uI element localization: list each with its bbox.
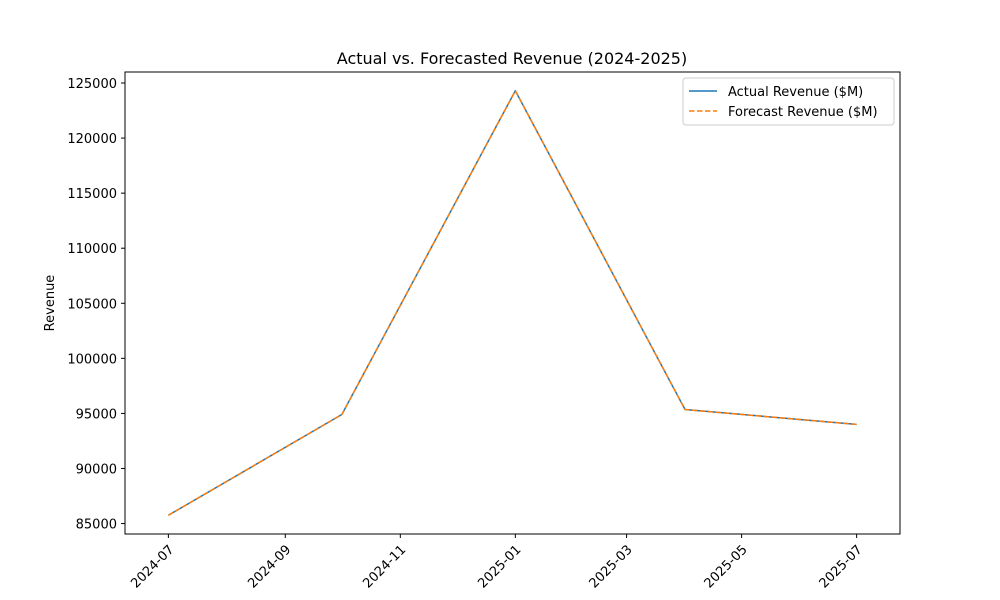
x-tick-label: 2025-01 xyxy=(475,542,524,591)
x-tick-label: 2025-07 xyxy=(817,542,866,591)
y-axis-label: Revenue xyxy=(43,275,58,332)
series-line-0 xyxy=(167,89,857,516)
legend-label-forecast: Forecast Revenue ($M) xyxy=(728,105,878,120)
plot-area-frame xyxy=(124,71,901,535)
x-tick-label: 2024-07 xyxy=(128,542,177,591)
x-tick-label: 2024-11 xyxy=(360,542,409,591)
y-tick-label: 85000 xyxy=(76,518,117,533)
x-tick-label: 2025-03 xyxy=(587,542,636,591)
y-tick-label: 95000 xyxy=(76,407,117,422)
y-axis-ticks: 85000 90000 95000 100000 105000 110000 115000 1… xyxy=(67,77,125,533)
x-tick-label: 2025-05 xyxy=(702,542,751,591)
legend-label-actual: Actual Revenue ($M) xyxy=(728,85,863,100)
y-tick-label: 100000 xyxy=(67,352,117,367)
y-tick-label: 90000 xyxy=(76,462,117,477)
y-tick-label: 120000 xyxy=(67,132,117,147)
y-tick-label: 105000 xyxy=(67,297,117,312)
series-line-1 xyxy=(167,89,857,516)
y-tick-label: 110000 xyxy=(67,242,117,257)
x-axis-ticks: 2024-07 2024-09 2024-11 2025-01 2025-03 2025-… xyxy=(128,534,866,591)
chart-title: Actual vs. Forecasted Revenue (2024-2025… xyxy=(337,49,687,68)
x-tick-label: 2024-09 xyxy=(245,542,294,591)
series-layer xyxy=(167,89,857,516)
legend-box xyxy=(682,77,895,126)
legend: Actual Revenue ($M) Forecast Revenue ($M… xyxy=(682,77,895,126)
y-tick-label: 115000 xyxy=(67,187,117,202)
y-tick-label: 125000 xyxy=(67,77,117,92)
